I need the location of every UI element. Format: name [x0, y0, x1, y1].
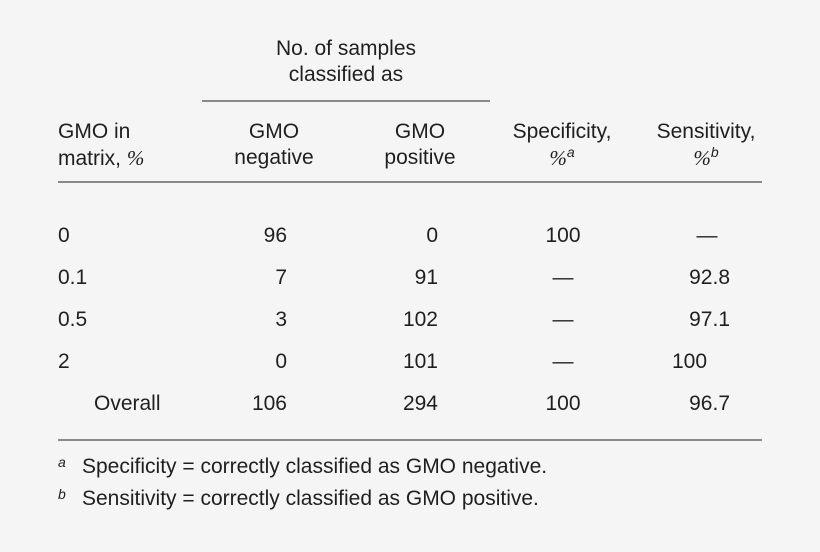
- footnote-mark: a: [58, 454, 66, 470]
- cell-gmo-negative: 106: [251, 392, 287, 415]
- cell-gmo-in-matrix: 0.5: [58, 308, 88, 331]
- cell-gmo-positive: 102: [402, 308, 438, 331]
- cell-gmo-in-matrix: 0: [58, 224, 70, 247]
- cell-specificity: —: [552, 350, 574, 373]
- cell-gmo-positive: 0: [426, 224, 438, 247]
- cell-specificity: —: [552, 266, 574, 289]
- cell-gmo-negative: 7: [275, 266, 287, 289]
- spanner-rule: [202, 100, 490, 102]
- footnote-text: Specificity = correctly classified as GM…: [82, 455, 548, 478]
- cell-gmo-negative: 3: [275, 308, 287, 331]
- footnote-text: Sensitivity = correctly classified as GM…: [82, 487, 539, 510]
- cell-specificity: 100: [545, 392, 581, 415]
- cell-gmo-negative: 0: [275, 350, 287, 373]
- spanner-header-line1: No. of samples: [275, 37, 417, 60]
- cell-gmo-negative: 96: [263, 224, 287, 247]
- footnote-marker-b: b: [710, 144, 719, 160]
- footer-rule: [58, 439, 762, 441]
- cell-specificity: —: [552, 308, 574, 331]
- footnote-mark: b: [58, 486, 66, 502]
- cell-gmo-positive: 101: [402, 350, 438, 373]
- cell-gmo-in-matrix: Overall: [94, 392, 161, 415]
- cell-sensitivity: —: [696, 224, 718, 247]
- cell-sensitivity: 96.7: [689, 392, 730, 415]
- cell-sensitivity: 100: [672, 350, 708, 373]
- cell-gmo-in-matrix: 0.1: [58, 266, 88, 289]
- spanner-header-line2: classified as: [288, 63, 404, 86]
- cell-sensitivity: 97.1: [689, 308, 730, 331]
- cell-gmo-positive: 91: [414, 266, 438, 289]
- cell-specificity: 100: [545, 224, 581, 247]
- header-rule: [58, 181, 762, 183]
- cell-sensitivity: 92.8: [689, 266, 730, 289]
- footnote-marker-a: a: [566, 144, 575, 160]
- cell-gmo-in-matrix: 2: [58, 350, 70, 373]
- cell-gmo-positive: 294: [402, 392, 438, 415]
